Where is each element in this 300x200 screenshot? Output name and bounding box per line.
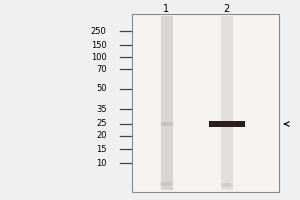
- Ellipse shape: [160, 182, 173, 186]
- Bar: [160, 16, 172, 190]
- Bar: [220, 16, 232, 190]
- Text: 20: 20: [96, 132, 106, 140]
- Text: 50: 50: [96, 84, 106, 93]
- Text: 25: 25: [96, 119, 106, 129]
- Text: 15: 15: [96, 144, 106, 154]
- Text: 150: 150: [91, 40, 106, 49]
- Ellipse shape: [220, 183, 232, 187]
- Bar: [160, 122, 172, 126]
- Text: 250: 250: [91, 26, 106, 36]
- Text: 1: 1: [164, 4, 169, 14]
- Text: 10: 10: [96, 158, 106, 168]
- Text: 70: 70: [96, 64, 106, 73]
- Bar: [208, 121, 244, 127]
- Text: 100: 100: [91, 52, 106, 62]
- Bar: [132, 14, 279, 192]
- Text: 2: 2: [224, 4, 230, 14]
- Text: 35: 35: [96, 104, 106, 114]
